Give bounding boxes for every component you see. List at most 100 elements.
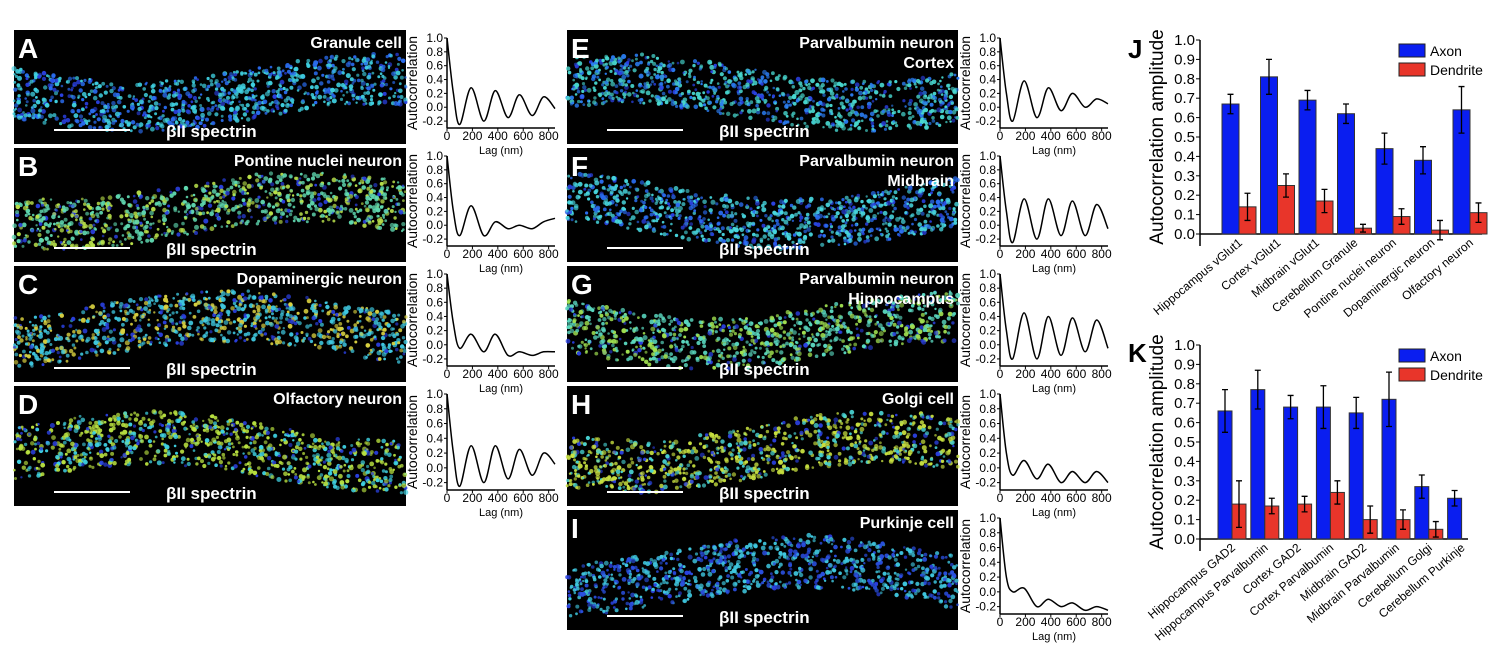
panel-letter: I — [571, 513, 579, 544]
y-axis-label: Autocorrelation — [957, 395, 973, 489]
panel-title: Pontine nuclei neuron — [234, 153, 402, 170]
stain-label: βII spectrin — [719, 122, 810, 141]
y-tick-label: 0.8 — [426, 281, 443, 295]
x-tick-label: 600 — [1066, 247, 1086, 261]
y-tick-label: -0.2 — [422, 476, 443, 490]
y-tick-label: 0.6 — [979, 541, 996, 555]
y-tick-label: 0.4 — [426, 191, 443, 205]
autocorr-curve — [447, 38, 555, 125]
x-tick-label: 400 — [1041, 491, 1061, 505]
panel-title: Parvalbumin neuron — [799, 271, 954, 288]
y-tick-label: 0.2 — [426, 324, 443, 338]
y-tick-label: 0.4 — [426, 309, 443, 323]
y-tick-label: 0.1 — [1174, 207, 1195, 224]
x-tick-label: 200 — [1015, 247, 1035, 261]
panel-title: Cortex — [903, 55, 954, 72]
y-tick-label: 0.8 — [979, 402, 996, 416]
x-tick-label: 600 — [1066, 615, 1086, 629]
x-tick-label: 400 — [1041, 367, 1061, 381]
x-tick-label: 600 — [513, 367, 533, 381]
stain-label: βII spectrin — [166, 122, 257, 141]
panel-letter: E — [571, 33, 590, 64]
x-tick-label: 0 — [444, 491, 451, 505]
panel-title: Parvalbumin neuron — [799, 35, 954, 52]
y-tick-label: -0.2 — [975, 232, 996, 246]
panel-title: Parvalbumin neuron — [799, 153, 954, 170]
x-tick-label: 0 — [997, 615, 1004, 629]
y-tick-label: -0.2 — [975, 114, 996, 128]
y-tick-label: 0.2 — [426, 204, 443, 218]
y-tick-label: 0.2 — [426, 446, 443, 460]
panel-letter: F — [571, 151, 588, 182]
y-tick-label: 0.2 — [1174, 492, 1195, 509]
x-tick-label: 400 — [488, 247, 508, 261]
x-tick-label: 400 — [1041, 247, 1061, 261]
x-tick-label: 0 — [997, 491, 1004, 505]
x-axis-label: Lag (nm) — [1032, 507, 1076, 519]
x-tick-label: 200 — [1015, 615, 1035, 629]
y-tick-label: 0.2 — [979, 324, 996, 338]
x-tick-label: 800 — [539, 367, 559, 381]
y-tick-label: 0.1 — [1174, 512, 1195, 529]
stain-label: βII spectrin — [166, 240, 257, 259]
y-tick-label: 1.0 — [979, 149, 996, 163]
legend-swatch-dendrite — [1399, 368, 1425, 381]
autocorr-curve — [447, 274, 555, 356]
panel-title: Dopaminergic neuron — [237, 271, 402, 288]
x-axis-label: Lag (nm) — [1032, 263, 1076, 275]
legend-swatch-axon — [1399, 349, 1425, 362]
y-tick-label: 0.0 — [426, 338, 443, 352]
x-axis-label: Lag (nm) — [479, 145, 523, 157]
y-tick-label: 1.0 — [979, 267, 996, 281]
y-tick-label: 0.8 — [1174, 71, 1195, 88]
y-tick-label: 1.0 — [426, 149, 443, 163]
autocorr-curve — [1000, 518, 1108, 610]
autocorr-curve — [1000, 394, 1108, 483]
bar-axon — [1338, 114, 1355, 234]
stain-label: βII spectrin — [719, 484, 810, 503]
panel-letter: C — [18, 269, 38, 300]
panel-title: Olfactory neuron — [273, 391, 402, 408]
panel-title: Hippocampus — [848, 291, 954, 308]
panel-title: Midbrain — [887, 173, 954, 190]
legend-label: Dendrite — [1430, 367, 1483, 383]
x-axis-label: Lag (nm) — [1032, 145, 1076, 157]
y-tick-label: 0.0 — [426, 218, 443, 232]
y-tick-label: 0.6 — [426, 417, 443, 431]
y-tick-label: 0.6 — [426, 295, 443, 309]
y-tick-label: 0.4 — [1174, 453, 1195, 470]
y-tick-label: 0.4 — [426, 431, 443, 445]
y-tick-label: 1.0 — [979, 31, 996, 45]
stain-label: βII spectrin — [166, 484, 257, 503]
panel-letter: K — [1128, 338, 1147, 368]
bar-axon — [1349, 413, 1363, 539]
x-tick-label: 0 — [997, 247, 1004, 261]
panel-title: Golgi cell — [882, 391, 954, 408]
x-tick-label: 400 — [1041, 129, 1061, 143]
category-label: Olfactory neuron — [1399, 236, 1476, 304]
y-tick-label: 0.6 — [1174, 110, 1195, 127]
y-tick-label: 0.6 — [1174, 415, 1195, 432]
x-tick-label: 600 — [513, 129, 533, 143]
x-tick-label: 0 — [444, 129, 451, 143]
y-tick-label: 0.6 — [979, 59, 996, 73]
y-tick-label: 0.3 — [1174, 168, 1195, 185]
y-tick-label: 1.0 — [979, 511, 996, 525]
y-axis-label: Autocorrelation — [404, 273, 420, 367]
y-tick-label: 0.0 — [979, 461, 996, 475]
x-tick-label: 800 — [1092, 129, 1112, 143]
panel-letter: G — [571, 269, 593, 300]
y-tick-label: 0.6 — [979, 295, 996, 309]
y-tick-label: 1.0 — [426, 267, 443, 281]
autocorr-curve — [447, 394, 555, 486]
panel-title: Purkinje cell — [860, 515, 954, 532]
y-tick-label: -0.2 — [422, 232, 443, 246]
y-axis-label: Autocorrelation — [404, 154, 420, 248]
y-tick-label: 0.9 — [1174, 356, 1195, 373]
